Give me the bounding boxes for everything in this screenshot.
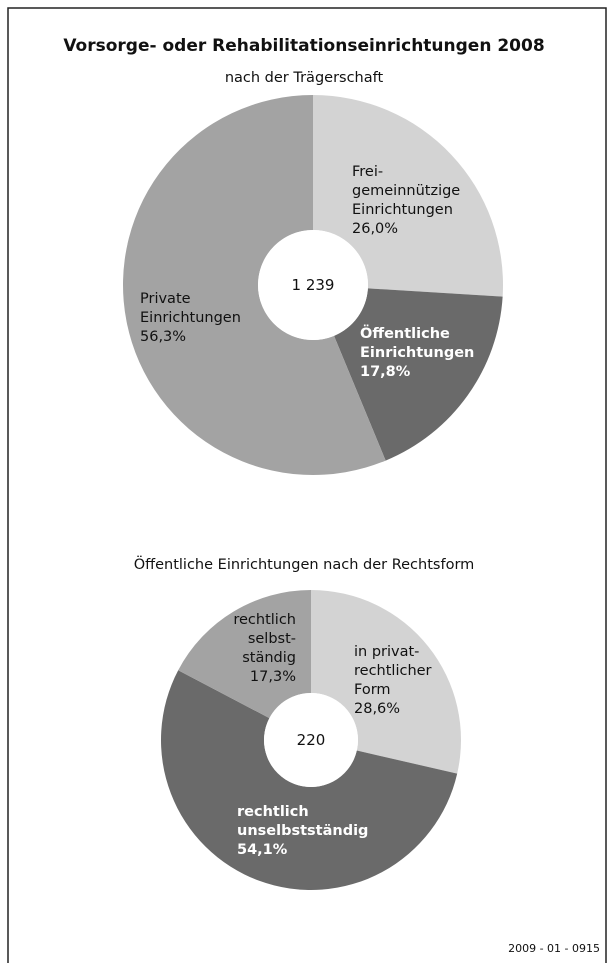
slice-label: in privat- rechtlicher Form 28,6% [354, 643, 432, 719]
value-label: 26,0% [352, 221, 399, 237]
chart-subtitle: nach der Trägerschaft [224, 70, 384, 86]
chart-subtitle: Öffentliche Einrichtungen nach der Recht… [133, 557, 475, 573]
value-label: 17,8% [360, 364, 411, 380]
value-label: 56,3% [140, 329, 187, 345]
slice-label: Frei- gemeinnützige Einrichtungen 26,0% [352, 163, 460, 239]
footer: 2009 - 01 - 0915 [508, 942, 600, 955]
slice [160, 670, 458, 891]
value-label: 28,6% [354, 701, 401, 717]
slice-label: rechtlich unselbstständig 54,1% [237, 803, 368, 860]
category-label: Private Einrichtungen [140, 291, 241, 326]
slice-label: Private Einrichtungen 56,3% [140, 290, 241, 347]
center-hole [258, 230, 368, 340]
center-label: 220 [297, 731, 326, 749]
slice [311, 590, 461, 774]
frame [7, 7, 607, 963]
slice [313, 95, 503, 297]
slice-label: rechtlich selbst- ständig 17,3% [233, 611, 296, 687]
category-label: rechtlich unselbstständig [237, 804, 369, 839]
center-hole [264, 693, 358, 787]
slice-label: Öffentliche Einrichtungen 17,8% [360, 325, 474, 382]
slice [123, 95, 386, 475]
category-label: in privat- rechtlicher Form [354, 644, 432, 698]
slice [178, 590, 311, 719]
category-label: Öffentliche Einrichtungen [360, 326, 475, 361]
value-label: 17,3% [249, 669, 296, 685]
category-label: rechtlich selbst- ständig [233, 612, 296, 666]
slice [334, 288, 503, 461]
center-label: 1 239 [292, 276, 335, 294]
category-label: Frei- gemeinnützige Einrichtungen [352, 164, 461, 218]
chart-title: Vorsorge- oder Rehabilitationseinrichtun… [63, 36, 545, 56]
value-label: 54,1% [237, 842, 288, 858]
